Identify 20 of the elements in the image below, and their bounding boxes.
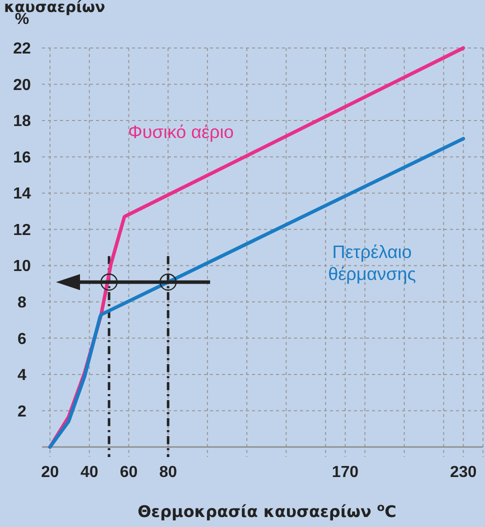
series-label: Πετρέλαιο θέρμανσης [328, 242, 416, 284]
y-tick-label: 14 [13, 186, 31, 203]
y-tick-label: 6 [18, 330, 27, 348]
y-tick-label: 8 [18, 294, 27, 312]
y-tick-label: 22 [13, 40, 31, 58]
x-tick-label: 40 [80, 464, 98, 481]
series-label: Φυσικό αέριο [128, 122, 234, 142]
y-tick-label: 4 [18, 367, 27, 384]
y-tick-label: 2 [18, 403, 27, 420]
y-tick-label: 18 [13, 113, 31, 130]
x-tick-label: 230 [450, 464, 477, 481]
x-tick-label: 80 [159, 464, 178, 481]
x-tick-label: 170 [332, 464, 359, 481]
x-tick-label: 60 [120, 464, 138, 481]
y-tick-label: 16 [13, 149, 31, 166]
y-tick-label: 10 [13, 258, 31, 276]
y-tick-label: 12 [13, 222, 31, 239]
y-tick-label: 20 [13, 76, 31, 94]
x-axis-title: Θερμοκρασία καυσαερίων $^{o}$C [138, 500, 396, 521]
x-tick-label: 20 [41, 464, 59, 481]
